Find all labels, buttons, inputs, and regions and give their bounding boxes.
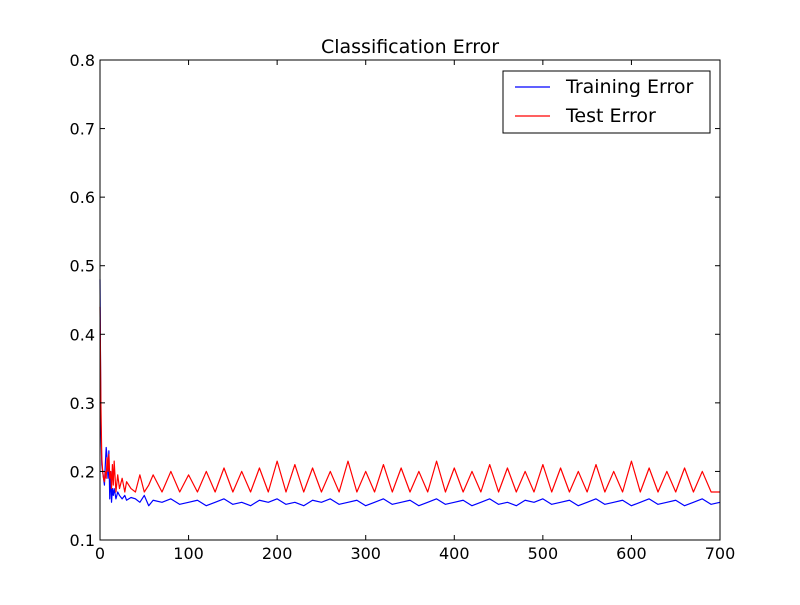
series-line-test-error	[99, 306, 720, 493]
series-line-training-error	[99, 279, 721, 507]
y-tick-label: 0.7	[70, 120, 95, 139]
x-tick-label: 400	[439, 544, 470, 563]
x-tick-label: 0	[95, 544, 105, 563]
series-layer	[99, 279, 721, 507]
legend-label-training-error: Training Error	[565, 76, 694, 98]
y-tick-label: 0.6	[70, 188, 95, 207]
y-tick-label: 0.8	[70, 51, 95, 70]
x-tick-label: 300	[350, 544, 381, 563]
legend-box	[502, 70, 711, 134]
plot-area	[100, 60, 720, 540]
x-axis: 0 100 200 300 400 500 600 700	[95, 60, 735, 563]
x-tick-label: 600	[616, 544, 647, 563]
x-tick-label: 700	[705, 544, 736, 563]
chart-title: Classification Error	[321, 36, 499, 58]
axes-frame	[99, 59, 721, 541]
y-tick-label: 0.5	[70, 257, 95, 276]
x-tick-label: 500	[528, 544, 559, 563]
y-tick-label: 0.3	[70, 394, 95, 413]
y-tick-label: 0.4	[70, 325, 95, 344]
y-tick-label: 0.1	[70, 531, 95, 550]
x-tick-label: 100	[173, 544, 204, 563]
y-axis: 0.1 0.2 0.3 0.4 0.5 0.6 0.7 0.8	[70, 51, 720, 550]
y-tick-label: 0.2	[70, 462, 95, 481]
legend-label-test-error: Test Error	[565, 105, 656, 127]
legend: Training Error Test Error	[502, 70, 711, 134]
x-tick-label: 200	[262, 544, 293, 563]
